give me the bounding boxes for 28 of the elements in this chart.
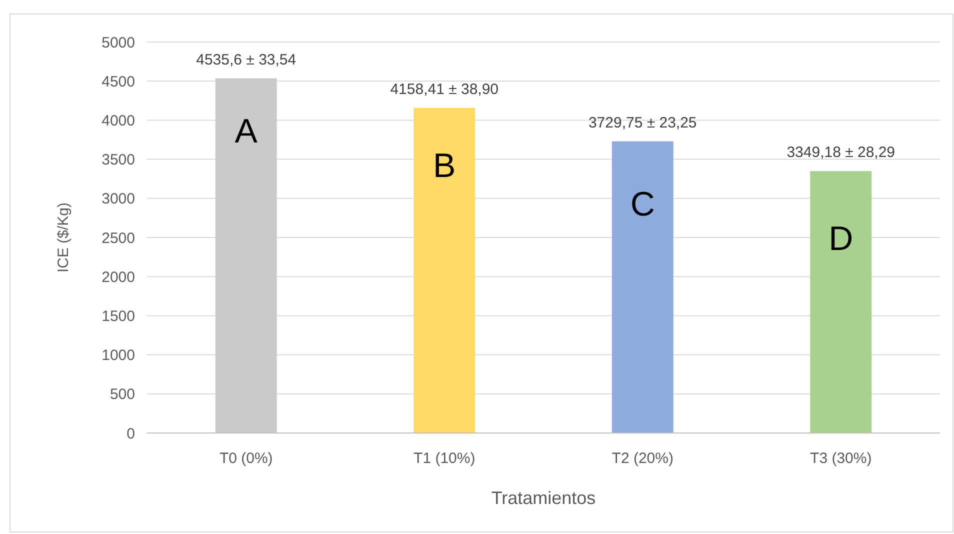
data-label: 4535,6 ± 33,54 <box>196 51 296 68</box>
y-tick-label: 3000 <box>102 190 135 208</box>
y-tick-label: 4500 <box>102 73 135 90</box>
bar <box>414 108 476 433</box>
bar <box>612 141 674 433</box>
x-tick-label: T1 (10%) <box>414 450 476 467</box>
annotation: D <box>828 220 854 258</box>
y-tick-label: 4000 <box>102 112 135 130</box>
y-tick-label: 0 <box>126 425 135 442</box>
data-label: 3729,75 ± 23,25 <box>588 114 697 132</box>
annotation: C <box>630 185 655 224</box>
data-label: 4158,41 ± 38,90 <box>390 80 499 98</box>
y-tick-label: 1500 <box>102 308 135 325</box>
y-tick-label: 500 <box>110 386 135 404</box>
y-tick-label: 2500 <box>102 230 135 247</box>
x-tick-label: T3 (30%) <box>810 450 872 467</box>
bar <box>810 171 872 433</box>
x-axis-title: Tratamientos <box>491 488 596 508</box>
x-tick-label: T0 (0%) <box>219 450 273 467</box>
y-tick-label: 1000 <box>102 347 135 364</box>
y-axis-title: ICE ($/Kg) <box>55 202 72 273</box>
annotation: B <box>433 146 456 185</box>
y-tick-label: 3500 <box>102 152 135 169</box>
data-label: 3349,18 ± 28,29 <box>786 144 896 162</box>
y-tick-label: 2000 <box>102 268 135 286</box>
x-tick-label: T2 (20%) <box>612 450 674 467</box>
y-tick-label: 5000 <box>102 34 135 52</box>
annotation: A <box>234 112 258 150</box>
